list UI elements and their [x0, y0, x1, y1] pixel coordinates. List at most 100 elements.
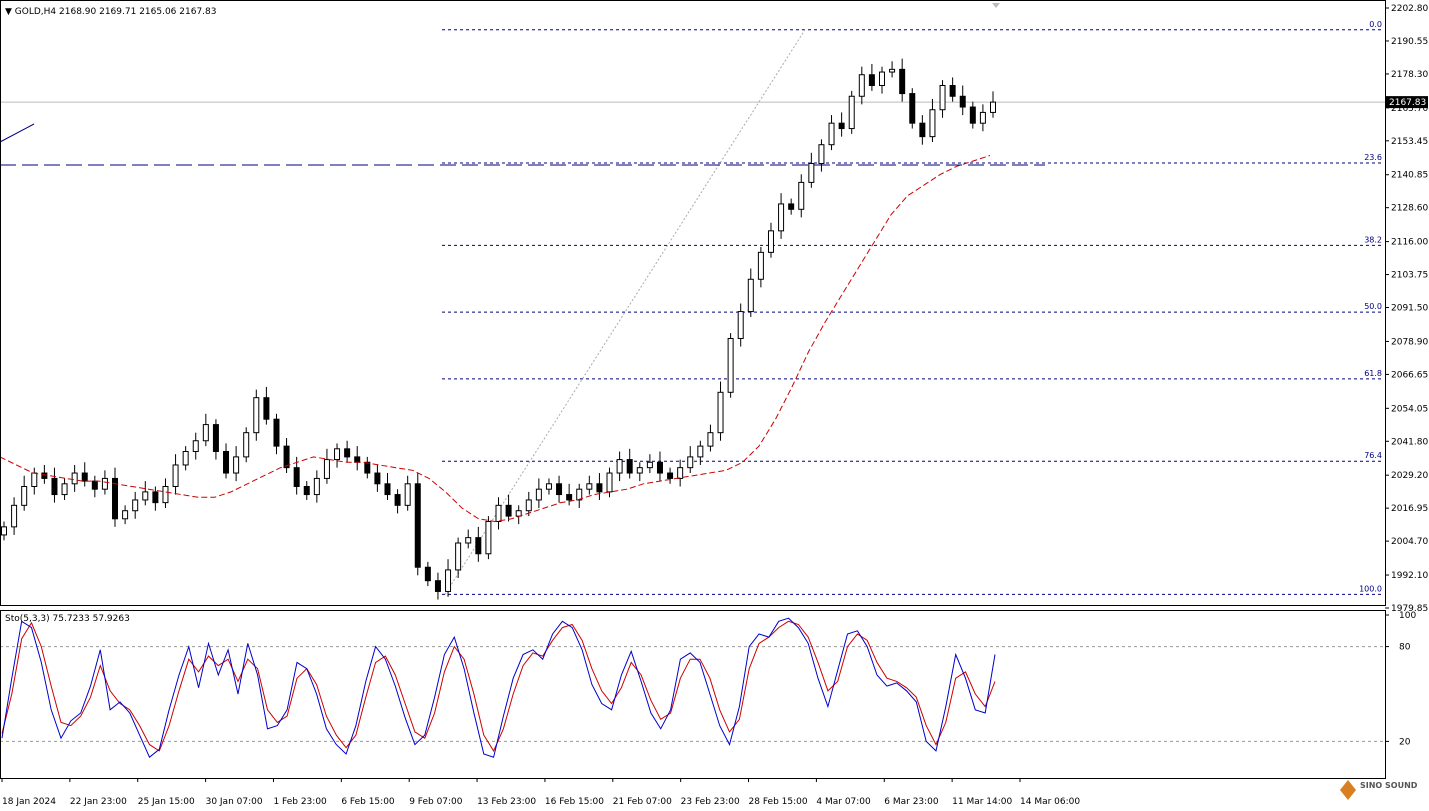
candle — [717, 381, 724, 441]
candle-body — [11, 504, 18, 528]
candle — [91, 475, 98, 498]
candle-body — [737, 311, 744, 339]
candle — [122, 505, 129, 525]
candle-body — [576, 488, 583, 501]
candle-body — [71, 472, 78, 485]
candle-body — [132, 499, 139, 512]
candle — [697, 440, 704, 465]
candle — [566, 483, 573, 506]
candle-body — [323, 459, 330, 479]
x-tick-label: 21 Feb 07:00 — [613, 797, 672, 807]
candle — [223, 443, 230, 479]
candle — [273, 413, 280, 455]
x-tick-label: 6 Mar 23:00 — [884, 797, 939, 807]
candle-body — [727, 337, 734, 393]
stoch-pane-frame — [0, 610, 1386, 779]
candle-body — [767, 230, 774, 253]
candle — [667, 467, 674, 484]
candle-body — [757, 251, 764, 280]
fib-level-label: 50.0 — [1364, 302, 1382, 311]
fib-level-label: 61.8 — [1364, 369, 1382, 378]
stoch-y-tick-label: 100 — [1399, 611, 1416, 621]
candle — [142, 481, 149, 506]
candle-body — [939, 85, 946, 111]
candle — [808, 152, 815, 188]
candle — [303, 481, 310, 500]
candle — [838, 112, 845, 137]
candle — [949, 77, 956, 102]
candle — [707, 424, 714, 452]
stochastic-pane — [0, 617, 1385, 758]
candle-body — [223, 451, 230, 474]
y-tick-label: 2029.20 — [1391, 471, 1428, 481]
candle — [586, 475, 593, 495]
candle — [455, 537, 462, 578]
y-tick-label: 2165.70 — [1391, 104, 1428, 114]
candle — [283, 438, 290, 474]
candle — [344, 440, 351, 463]
y-tick-label: 1992.10 — [1391, 571, 1428, 581]
candle-body — [556, 483, 563, 496]
y-tick-label: 2202.80 — [1391, 4, 1428, 14]
candle — [172, 454, 179, 495]
candle — [21, 475, 28, 511]
candle — [505, 494, 512, 522]
ohlc-readout: 2168.90 2169.71 2165.06 2167.83 — [59, 7, 216, 17]
candle-body — [545, 483, 552, 490]
candle-body — [101, 477, 108, 490]
candle — [404, 475, 411, 511]
fib-level-label: 38.2 — [1364, 235, 1382, 244]
candle-body — [414, 483, 421, 568]
symbol-label: GOLD,H4 — [15, 7, 57, 17]
candle-body — [243, 432, 250, 458]
candle-body — [656, 461, 663, 474]
candle — [445, 559, 452, 597]
price-pane-frame — [0, 0, 1386, 606]
candle — [727, 333, 734, 398]
candle-body — [566, 494, 573, 501]
candle-body — [61, 483, 68, 496]
candle-body — [293, 467, 300, 487]
candle — [818, 139, 825, 172]
candle — [182, 446, 189, 471]
candle — [51, 467, 58, 503]
candle-body — [798, 181, 805, 210]
y-tick-label: 2103.75 — [1391, 271, 1428, 281]
candle — [61, 478, 68, 500]
indicator-label: Sto(5,3,3) 75.7233 57.9263 — [5, 614, 130, 624]
candle — [878, 66, 885, 94]
candle — [889, 61, 896, 78]
candle-body — [959, 95, 966, 108]
candle — [788, 198, 795, 215]
candle-body — [535, 488, 542, 501]
candle — [656, 451, 663, 482]
trend-segment — [0, 123, 35, 143]
watermark-diamond-icon — [1340, 780, 1356, 800]
x-tick-label: 22 Jan 23:00 — [70, 797, 127, 807]
x-tick-label: 1 Feb 23:00 — [273, 797, 327, 807]
candle — [990, 91, 996, 118]
candle-body — [515, 510, 522, 517]
candle-body — [81, 472, 88, 482]
candle-body — [1, 526, 7, 536]
candle-body — [586, 483, 593, 490]
candle-body — [606, 472, 613, 493]
x-tick-label: 25 Jan 15:00 — [138, 797, 195, 807]
y-tick-label: 2091.50 — [1391, 304, 1428, 314]
candle — [525, 491, 532, 517]
x-tick-label: 4 Mar 07:00 — [816, 797, 871, 807]
y-tick-label: 2054.05 — [1391, 404, 1428, 414]
fib-level-label: 100.0 — [1359, 584, 1382, 593]
fib-level-label: 23.6 — [1364, 153, 1382, 162]
candle-body — [525, 499, 532, 512]
candle-body — [747, 278, 754, 313]
candle-body — [979, 111, 986, 124]
candle-body — [263, 397, 270, 420]
collapse-icon: ▼ — [5, 7, 15, 17]
candle — [556, 475, 563, 503]
candle-body — [636, 467, 643, 474]
candle-body — [465, 537, 472, 544]
candle-body — [253, 397, 260, 434]
watermark-text: SINO SOUND — [1360, 781, 1418, 790]
